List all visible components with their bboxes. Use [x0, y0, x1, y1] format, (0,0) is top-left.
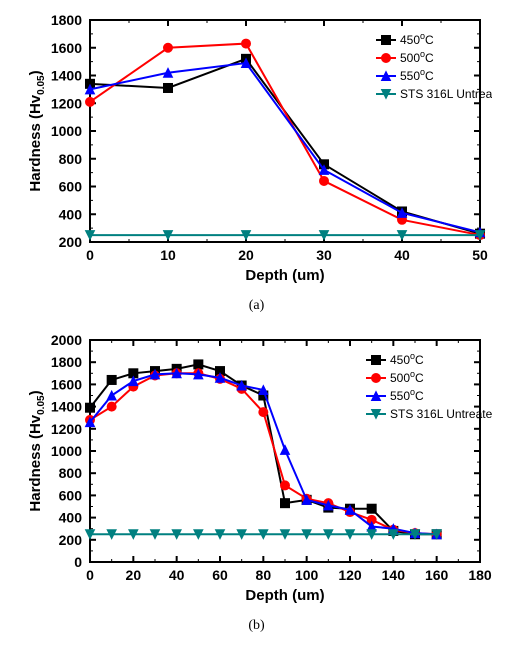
series-marker-500°C [242, 39, 251, 48]
caption-a: (a) [0, 298, 513, 314]
y-tick-label: 1000 [51, 443, 82, 459]
legend-label: STS 316L Untreated [400, 87, 492, 101]
x-tick-label: 0 [86, 567, 94, 583]
legend-marker [372, 374, 381, 383]
y-tick-label: 0 [74, 554, 82, 570]
series-marker-500°C [259, 408, 268, 417]
x-axis-title: Depth (um) [245, 267, 324, 284]
legend-marker [382, 36, 391, 45]
legend-label: 500oC [400, 49, 434, 65]
y-axis-title: Hardness (Hv0.05) [27, 70, 47, 191]
legend-label: 550oC [400, 67, 434, 83]
y-tick-label: 1600 [51, 40, 82, 56]
y-tick-label: 1600 [51, 376, 82, 392]
x-tick-label: 40 [394, 247, 410, 263]
chart-b: 0204060801001201401601800200400600800100… [22, 330, 492, 610]
series-line-450°C [90, 59, 480, 234]
y-tick-label: 600 [59, 179, 83, 195]
page: 0102030405020040060080010001200140016001… [0, 0, 513, 647]
series-marker-500°C [281, 481, 290, 490]
y-tick-label: 600 [59, 487, 83, 503]
caption-b: (b) [0, 618, 513, 634]
y-tick-label: 1200 [51, 421, 82, 437]
y-axis-title: Hardness (Hv0.05) [27, 390, 47, 511]
series-marker-450°C [281, 499, 290, 508]
legend-label: 450oC [390, 351, 424, 367]
chart-b-svg: 0204060801001201401601800200400600800100… [22, 330, 492, 610]
y-tick-label: 1800 [51, 354, 82, 370]
series-marker-450°C [367, 504, 376, 513]
y-tick-label: 1400 [51, 399, 82, 415]
series-marker-450°C [86, 403, 95, 412]
series-marker-500°C [164, 43, 173, 52]
y-tick-label: 400 [59, 206, 83, 222]
x-tick-label: 180 [468, 567, 492, 583]
x-tick-label: 20 [126, 567, 142, 583]
x-tick-label: 20 [238, 247, 254, 263]
y-tick-label: 1000 [51, 123, 82, 139]
legend-marker [372, 356, 381, 365]
series-marker-450°C [194, 360, 203, 369]
chart-a: 0 10 20 30 40 50 200 400 600 800 1000 1200 1400 1600 1… [22, 10, 492, 290]
series-marker-450°C [107, 375, 116, 384]
y-tick-label: 800 [59, 465, 83, 481]
legend-marker [382, 54, 391, 63]
x-tick-label: 10 [160, 247, 176, 263]
x-tick-label: 40 [169, 567, 185, 583]
y-tick-label: 800 [59, 151, 83, 167]
x-tick-label: 60 [212, 567, 228, 583]
x-axis-title: Depth (um) [245, 587, 324, 604]
x-tick-label: 120 [338, 567, 362, 583]
y-tick-label: 200 [59, 532, 83, 548]
series-marker-450°C [164, 83, 173, 92]
legend-label: 450oC [400, 31, 434, 47]
series-marker-500°C [86, 97, 95, 106]
series-marker-500°C [107, 402, 116, 411]
y-tick-label: 200 [59, 234, 83, 250]
y-tick-label: 1400 [51, 68, 82, 84]
x-tick-label: 140 [382, 567, 406, 583]
legend-label: 500oC [390, 369, 424, 385]
series-marker-550°C [281, 445, 290, 454]
x-tick-label: 0 [86, 247, 94, 263]
x-tick-label: 30 [316, 247, 332, 263]
y-tick-label: 2000 [51, 332, 82, 348]
y-tick-label: 1200 [51, 95, 82, 111]
y-tick-label: 1800 [51, 12, 82, 28]
x-tick-label: 160 [425, 567, 449, 583]
series-marker-500°C [320, 176, 329, 185]
x-tick-label: 100 [295, 567, 319, 583]
x-tick-label: 50 [472, 247, 488, 263]
x-tick-label: 80 [256, 567, 272, 583]
legend-label: STS 316L Untreated [390, 407, 492, 421]
legend-label: 550oC [390, 387, 424, 403]
chart-a-svg: 0 10 20 30 40 50 200 400 600 800 1000 1200 1400 1600 1… [22, 10, 492, 290]
y-tick-label: 400 [59, 510, 83, 526]
